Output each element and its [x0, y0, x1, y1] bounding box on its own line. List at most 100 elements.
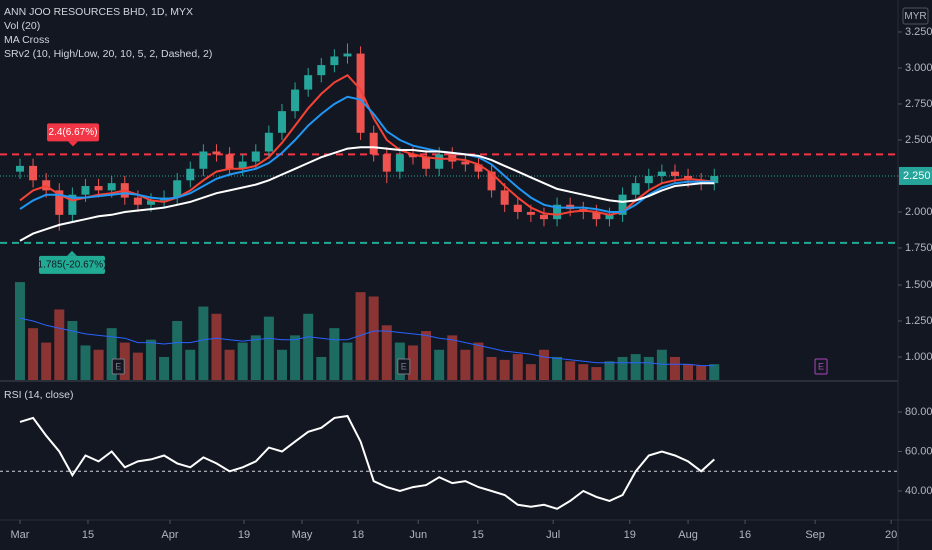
- volume-bar: [106, 328, 117, 380]
- x-tick-label: 19: [238, 529, 250, 541]
- rsi-line: [19, 414, 715, 510]
- candle-body: [539, 214, 548, 220]
- event-label: E: [115, 361, 121, 371]
- candle-body: [356, 53, 365, 133]
- volume-bar: [211, 313, 222, 380]
- y-tick-label: 1.250: [905, 315, 932, 327]
- volume-bar: [604, 361, 615, 380]
- volume-bar: [381, 325, 392, 380]
- x-tick-label: May: [292, 529, 313, 541]
- volume-bar: [578, 364, 589, 380]
- candle-body: [146, 200, 155, 205]
- candle-body: [317, 65, 326, 76]
- event-marker: [814, 358, 828, 375]
- indicator-label: Vol (20): [4, 20, 40, 32]
- candle-body: [29, 165, 38, 181]
- volume-bar: [41, 342, 52, 380]
- volume-bar: [460, 349, 471, 380]
- candle-body: [173, 180, 182, 198]
- badge-pointer: [68, 141, 78, 147]
- candle-body: [107, 183, 116, 191]
- volume-bar: [683, 364, 694, 380]
- x-tick-label: 15: [472, 529, 484, 541]
- volume-bar: [512, 354, 523, 380]
- volume-bar: [447, 335, 458, 380]
- y-tick-label: 1.500: [905, 279, 932, 291]
- x-tick-label: Mar: [11, 529, 30, 541]
- event-marker: [397, 358, 411, 375]
- volume-bar: [263, 316, 274, 380]
- volume-bar: [185, 349, 196, 380]
- volume-bar: [28, 328, 39, 380]
- candle-body: [670, 171, 679, 176]
- x-tick-label: Jul: [546, 529, 560, 541]
- volume-bar: [538, 349, 549, 380]
- event-label: E: [818, 361, 824, 371]
- candle-body: [212, 151, 221, 155]
- volume-bar: [552, 356, 563, 380]
- candle-body: [605, 214, 614, 220]
- volume-bar: [54, 309, 65, 380]
- candle-body: [408, 154, 417, 158]
- candle-body: [186, 168, 195, 181]
- volume-bar: [303, 313, 314, 380]
- volume-bar: [565, 361, 576, 380]
- candle-body: [618, 194, 627, 215]
- volume-bar: [525, 364, 536, 380]
- candle-body: [304, 75, 313, 90]
- candle-body: [382, 154, 391, 172]
- y-tick-label: 3.000: [905, 62, 932, 74]
- y-tick-label: 2.750: [905, 98, 932, 110]
- unit-label: MYR: [904, 11, 926, 22]
- candle-body: [553, 204, 562, 220]
- y-tick-label: 1.750: [905, 242, 932, 254]
- volume-bar: [329, 328, 340, 380]
- candle-body: [513, 204, 522, 212]
- candle-body: [461, 161, 470, 165]
- volume-bar: [591, 367, 602, 380]
- volume-bar: [14, 282, 25, 380]
- candle-body: [133, 197, 142, 205]
- volume-bar: [434, 349, 445, 380]
- volume-bar: [486, 356, 497, 380]
- volume-bar: [355, 292, 366, 380]
- chart-title: ANN JOO RESOURCES BHD, 1D, MYX: [4, 6, 193, 18]
- x-tick-label: Jun: [409, 529, 427, 541]
- candle-body: [264, 132, 273, 152]
- last-price-badge: [899, 166, 932, 185]
- candle-body: [94, 186, 103, 191]
- volume-bar: [172, 320, 183, 380]
- y-tick-label: 40.00: [905, 485, 932, 497]
- level-label: 2.4(6.67%): [49, 127, 98, 138]
- ma-line: [19, 146, 715, 242]
- y-tick-label: 2.000: [905, 206, 932, 218]
- volume-ma-line: [19, 317, 715, 367]
- volume-bar: [407, 345, 418, 380]
- candle-body: [277, 111, 286, 133]
- level-label: 1.785(-20.67%): [38, 260, 107, 271]
- candle-body: [657, 171, 666, 176]
- badge-pointer: [67, 250, 77, 256]
- candle-body: [422, 157, 431, 169]
- candle-body: [81, 186, 90, 195]
- x-tick-label: Apr: [161, 529, 178, 541]
- volume-bar: [669, 356, 680, 380]
- x-tick-label: Sep: [805, 529, 825, 541]
- volume-bar: [696, 365, 707, 380]
- candle-body: [251, 151, 260, 162]
- volume-bar: [132, 352, 143, 380]
- candle-body: [225, 154, 234, 169]
- volume-bar: [224, 349, 235, 380]
- candle-body: [330, 56, 339, 66]
- event-marker: [111, 358, 125, 375]
- candle-body: [15, 165, 24, 172]
- unit-box[interactable]: [902, 7, 929, 25]
- volume-bar: [499, 359, 510, 380]
- volume-bar: [80, 345, 91, 380]
- y-tick-label: 60.00: [905, 445, 932, 457]
- candle-body: [592, 211, 601, 220]
- volume-bar: [316, 356, 327, 380]
- candle-body: [526, 211, 535, 215]
